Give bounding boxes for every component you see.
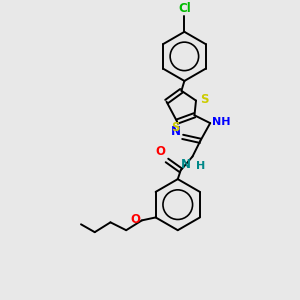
Text: N: N xyxy=(171,124,181,137)
Text: O: O xyxy=(130,213,140,226)
Text: NH: NH xyxy=(212,117,231,127)
Text: H: H xyxy=(196,161,206,171)
Text: Cl: Cl xyxy=(178,2,191,15)
Text: S: S xyxy=(200,93,208,106)
Text: N: N xyxy=(181,158,190,172)
Text: S: S xyxy=(171,121,180,134)
Text: O: O xyxy=(155,145,165,158)
